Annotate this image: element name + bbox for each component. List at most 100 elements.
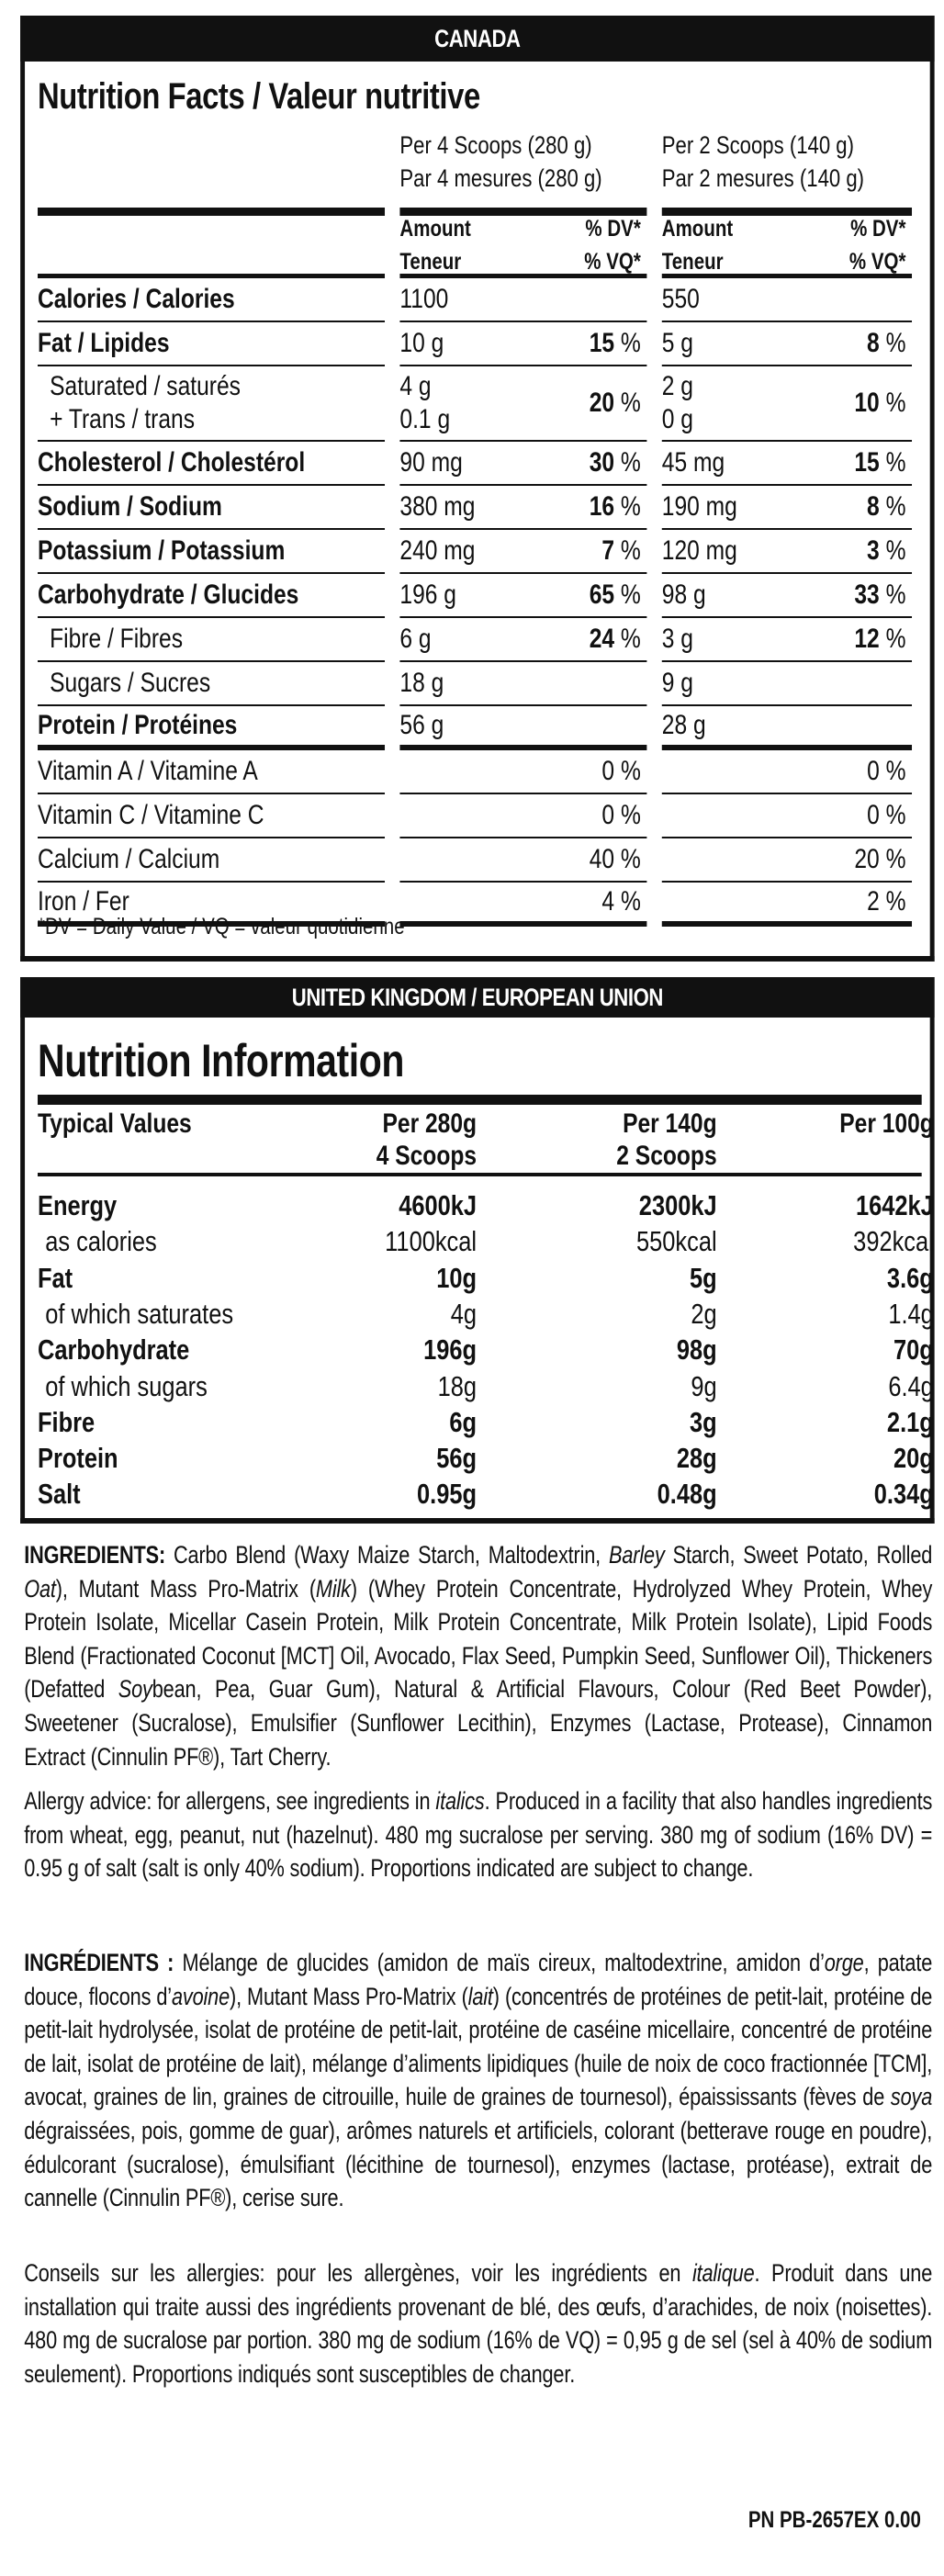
- percent-dv: 16 %: [590, 491, 647, 523]
- nutrient-value-cell: 240 mg 7 %: [399, 530, 647, 574]
- percent-dv: 15 %: [854, 447, 912, 478]
- nutrient-label: Saturated / saturés + Trans / trans: [38, 366, 386, 442]
- uk-nutrient-value: 550kcal: [636, 1225, 717, 1258]
- dv-number: 3: [867, 535, 880, 566]
- percent-sign: %: [620, 388, 641, 418]
- amount: 240 mg: [399, 535, 476, 566]
- ingredients-en-paragraph: INGREDIENTS: Carbo Blend (Waxy Maize Sta…: [24, 1538, 932, 1773]
- uk-nutrient-value: 10g: [436, 1261, 478, 1294]
- uk-nutrient-name: of which sugars: [45, 1369, 208, 1402]
- uk-nutrient-value: 392kcal: [853, 1225, 934, 1258]
- serving-size-1-text: Per 4 Scoops (280 g) Par 4 mesures (280 …: [399, 131, 602, 192]
- text-segment: orge: [824, 1949, 864, 1976]
- uk-nutrient-name: of which saturates: [45, 1297, 234, 1330]
- uk-column-header: Per 280g 4 Scoops: [376, 1108, 478, 1171]
- amount-header-cell: [38, 216, 386, 278]
- vitamin-percent: 0 %: [867, 756, 906, 786]
- uk-table-row: Salt 0.95g 0.48g 0.34g: [38, 1476, 934, 1512]
- amount: 10 g: [399, 328, 444, 358]
- nutrient-name: Carbohydrate / Glucides: [38, 579, 299, 610]
- uk-nutrient-value: 2.1g: [886, 1405, 934, 1438]
- amount: 196 g: [399, 579, 456, 610]
- nutrient-value-cell: 56 g: [399, 706, 647, 750]
- percent-sign: %: [885, 624, 906, 654]
- serving-size-2-text: Per 2 Scoops (140 g) Par 2 mesures (140 …: [661, 131, 865, 192]
- percent-sign: %: [620, 447, 641, 478]
- percent-sign: %: [620, 328, 641, 358]
- dv-number: 15: [854, 447, 880, 478]
- amount: 380 mg: [399, 491, 476, 522]
- uk-header-rule: [38, 1173, 922, 1176]
- uk-nutrient-value: 98g: [676, 1333, 717, 1367]
- nutrient-name: Cholesterol / Cholestérol: [38, 447, 306, 478]
- uk-nutrient-value: 9g: [691, 1369, 717, 1402]
- dv-number: 12: [854, 624, 880, 654]
- nutrient-value-cell: 190 mg 8 %: [661, 486, 913, 530]
- canada-region-header: CANADA: [20, 16, 935, 62]
- allergy-advice-en-paragraph: Allergy advice: for allergens, see ingre…: [24, 1784, 932, 1885]
- nutrient-label: Fibre / Fibres: [38, 618, 386, 662]
- uk-table-row: Fat 10g 5g 3.6g: [38, 1260, 934, 1296]
- serving-size-1: Per 4 Scoops (280 g) Par 4 mesures (280 …: [399, 117, 647, 216]
- uk-nutrient-value: 0.34g: [873, 1478, 934, 1511]
- nutrient-name: Fibre / Fibres: [50, 624, 184, 654]
- vitamin-value-cell: 20 %: [661, 838, 913, 883]
- dv-number: 24: [589, 624, 615, 654]
- dv-number: 10: [854, 388, 880, 418]
- amount: 4 g 0.1 g: [399, 371, 451, 434]
- text-segment: Mélange de glucides (amidon de maïs cire…: [174, 1949, 825, 1976]
- text-segment: ) (concentrés de protéines de petit-lait…: [24, 1982, 933, 2111]
- text-segment: . Produced in a facility that also handl…: [24, 1787, 933, 1883]
- uk-nutrient-value: 70g: [893, 1333, 934, 1367]
- percent-sign: %: [620, 624, 641, 654]
- uk-nutrient-value: 2300kJ: [638, 1189, 717, 1221]
- serving-size-2: Per 2 Scoops (140 g) Par 2 mesures (140 …: [661, 117, 913, 216]
- uk-table-row: Carbohydrate 196g 98g 70g: [38, 1332, 934, 1367]
- dv-number: 15: [589, 328, 615, 358]
- uk-nutrient-value: 18g: [437, 1369, 478, 1402]
- uk-thick-rule: [38, 1095, 922, 1105]
- amount: 550: [661, 284, 700, 314]
- vitamin-percent: 0 %: [867, 800, 906, 830]
- dv-number: 8: [867, 491, 880, 522]
- percent-sign: %: [885, 328, 906, 358]
- uk-column-header: Per 140g 2 Scoops: [616, 1108, 717, 1171]
- percent-sign: %: [885, 491, 906, 522]
- amount: 56 g: [399, 710, 444, 740]
- uk-title: Nutrition Information: [38, 1035, 405, 1086]
- uk-nutrient-name: Fat: [38, 1261, 73, 1294]
- amount: 45 mg: [661, 447, 725, 478]
- uk-table-row: Energy 4600kJ 2300kJ 1642kJ: [38, 1187, 934, 1223]
- uk-nutrient-value: 3g: [689, 1405, 717, 1438]
- vitamin-label: Vitamin C / Vitamine C: [38, 794, 386, 838]
- amount: 3 g: [661, 624, 693, 654]
- uk-nutrient-value: 6g: [449, 1405, 478, 1438]
- text-segment: italics: [435, 1787, 485, 1815]
- uk-table-row: of which saturates 4g 2g 1.4g: [38, 1296, 934, 1332]
- uk-table-row: Protein 56g 28g 20g: [38, 1440, 934, 1476]
- amount: 28 g: [661, 710, 706, 740]
- dv-header: % DV* % VQ*: [848, 215, 906, 275]
- vitamin-value-cell: 0 %: [661, 794, 913, 838]
- amount: 90 mg: [399, 447, 463, 478]
- amount-header-cell: Amount Teneur % DV* % VQ*: [661, 216, 913, 278]
- nutrient-value-cell: 120 mg 3 %: [661, 530, 913, 574]
- text-segment: INGREDIENTS:: [24, 1541, 166, 1569]
- percent-sign: %: [620, 535, 641, 566]
- vitamin-name: Vitamin A / Vitamine A: [38, 756, 258, 786]
- uk-nutrient-value: 1.4g: [888, 1297, 934, 1330]
- text-segment: Conseils sur les allergies: pour les all…: [24, 2259, 692, 2287]
- uk-nutrient-value: 28g: [676, 1442, 717, 1475]
- percent-dv: 10 %: [854, 388, 912, 419]
- text-segment: ), Mutant Mass Pro-Matrix (: [230, 1982, 468, 2010]
- nutrient-value-cell: 550: [661, 278, 913, 322]
- nutrient-name: Protein / Protéines: [38, 710, 238, 740]
- uk-column-header: Typical Values: [38, 1108, 192, 1139]
- ingredients-fr-paragraph: INGRÉDIENTS : Mélange de glucides (amido…: [24, 1946, 932, 2215]
- nutrient-label: Carbohydrate / Glucides: [38, 574, 386, 618]
- text-segment: Milk: [315, 1574, 351, 1603]
- dv-header: % DV* % VQ*: [584, 215, 641, 275]
- vitamin-value-cell: 2 %: [661, 883, 913, 927]
- uk-table-row: of which sugars 18g 9g 6.4g: [38, 1368, 934, 1404]
- canada-nutrition-facts: CANADA Nutrition Facts / Valeur nutritiv…: [20, 16, 935, 962]
